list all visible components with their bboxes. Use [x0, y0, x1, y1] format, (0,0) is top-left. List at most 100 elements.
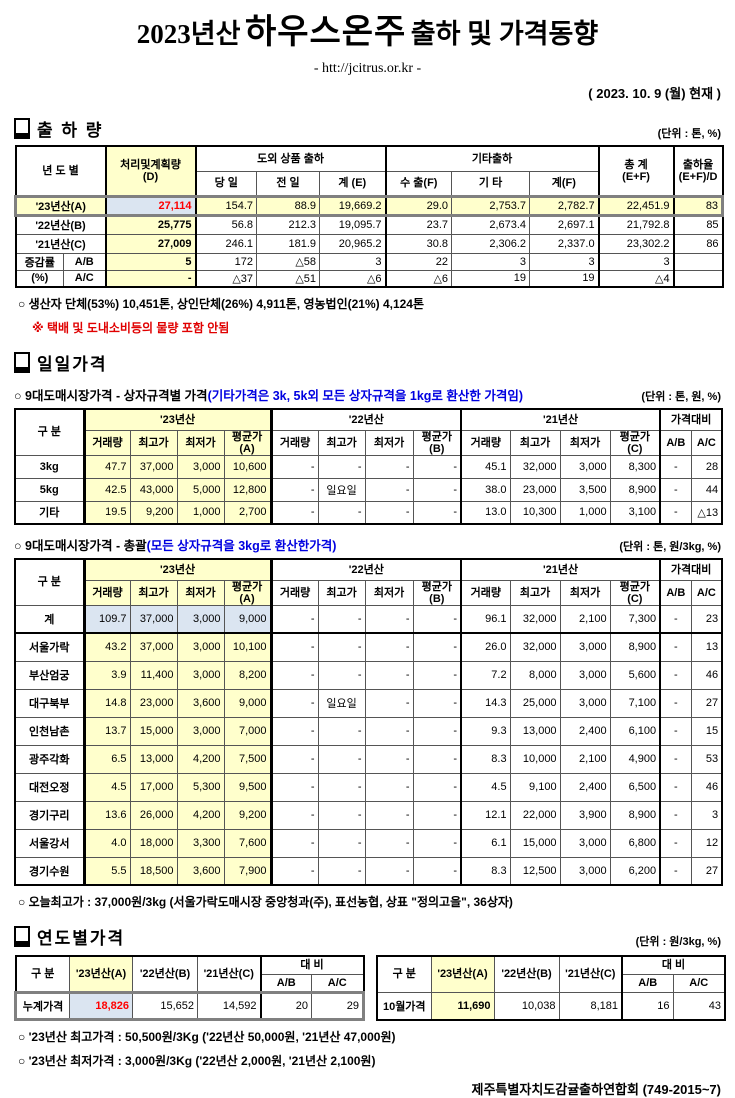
- table-row: 계 109.7 37,000 3,000 9,000- - - -96.1 32,000 2,10…: [14, 604, 723, 634]
- yearly-tables: 구 분 '23년산(A) '22년산(B) '21년산(C) 대 비 A/B A…: [14, 949, 727, 1021]
- data-cell: -: [659, 716, 692, 746]
- data-cell: 3,000: [559, 688, 611, 718]
- data-cell: 19: [451, 269, 531, 288]
- shipment-section-title: 출 하 량: [14, 116, 103, 141]
- col-header-volume: 거래량: [460, 579, 511, 606]
- row-label: 서울가락: [14, 632, 85, 662]
- data-cell: -: [270, 604, 319, 634]
- data-cell: 10,038: [493, 991, 560, 1020]
- data-cell: -: [412, 660, 462, 690]
- table-row: 인천남촌 13.7 15,000 3,000 7,000- - - -9.3 13,000 2,4…: [14, 716, 723, 746]
- data-cell: -: [659, 828, 692, 858]
- col-header-etc: 기 타: [451, 170, 531, 197]
- data-cell: 14.8: [82, 688, 131, 718]
- col-header-ac: A/C: [690, 579, 723, 606]
- data-cell: 11,400: [129, 660, 178, 690]
- col-group-ratio: 가격대비: [659, 408, 723, 431]
- col-header-volume: 거래량: [82, 429, 131, 456]
- by-size-caption-line: ○ 9대도매시장가격 - 상자규격별 가격(기타가격은 3k, 5k외 모든 상…: [14, 385, 721, 404]
- col-group-ratio: 대 비: [621, 955, 726, 975]
- overall-caption-line: ○ 9대도매시장가격 - 총괄(모든 상자규격을 3kg로 환산한가격) (단위…: [14, 535, 721, 554]
- col-header-rate: 출하율 (E+F)/D: [672, 145, 724, 197]
- col-header-high: 최고가: [129, 429, 178, 456]
- title-suffix: 출하 및 가격동향: [410, 19, 599, 49]
- data-cell: 2,400: [559, 772, 611, 802]
- data-cell: 3: [529, 252, 600, 271]
- table-row: '22년산(B) 25,775 56.8 212.3 19,095.7 23.7 2,673…: [14, 214, 724, 235]
- data-cell: 7.2: [460, 660, 511, 690]
- data-cell: -: [659, 454, 692, 479]
- row-label: (%): [15, 269, 64, 288]
- col-header-low: 최저가: [176, 579, 225, 606]
- data-cell: 2,100: [559, 744, 611, 774]
- exclusion-note: ※ 택배 및 도내소비등의 물량 포함 안됨: [32, 321, 230, 335]
- data-cell: 4,900: [609, 744, 661, 774]
- yearly-cumulative-rows: 누계가격 18,826 15,652 14,592 20 29: [14, 990, 366, 1021]
- row-label: 인천남촌: [14, 716, 85, 746]
- row-label: 대전오정: [14, 772, 85, 802]
- col-header-category: 구 분: [15, 955, 70, 993]
- data-cell: 86: [672, 233, 724, 254]
- table-row: 서울강서 4.0 18,000 3,300 7,600- - - -6.1 15,000 3,00…: [14, 828, 723, 858]
- col-group-other: 기타출하: [384, 145, 600, 172]
- price-overall-table: 구 분 '23년산 '22년산 '21년산 가격대비 거래량 최고가 최저가 평…: [14, 558, 724, 886]
- data-cell: -: [364, 688, 414, 718]
- data-cell: 9.3: [460, 716, 511, 746]
- data-cell: 5: [104, 252, 197, 271]
- data-cell: 6.1: [460, 828, 511, 858]
- data-cell: 26.0: [460, 632, 511, 662]
- data-cell: 3,000: [559, 856, 611, 886]
- data-cell: -: [270, 632, 319, 662]
- col-header-volume: 거래량: [270, 429, 319, 456]
- data-cell: -: [364, 477, 414, 502]
- data-cell: -: [659, 688, 692, 718]
- by-size-unit-label: (단위 : 톤, 원, %): [641, 391, 721, 403]
- data-cell: 9,500: [223, 772, 273, 802]
- data-cell: △6: [384, 269, 453, 288]
- table-row: 기타 19.5 9,200 1,000 2,700- - - -13.0 10,300 1,000…: [14, 500, 723, 525]
- col-header-ac: A/C: [310, 973, 365, 993]
- yearly-price-section-header: 연도별가격 (단위 : 원/3kg, %): [14, 924, 721, 949]
- col-group-y22: '22년산: [270, 408, 462, 431]
- data-cell: 5,300: [176, 772, 225, 802]
- data-cell: -: [270, 744, 319, 774]
- data-cell: 32,000: [509, 632, 561, 662]
- data-cell: 83: [672, 194, 725, 217]
- data-cell: 37,000: [129, 454, 178, 479]
- data-cell: 47.7: [82, 454, 131, 479]
- data-cell: 2,673.4: [451, 214, 531, 235]
- col-group-y21: '21년산: [460, 408, 661, 431]
- data-cell: 1,000: [559, 500, 611, 525]
- data-cell: 19.5: [82, 500, 131, 525]
- data-cell: 18,000: [129, 828, 178, 858]
- data-cell: 37,000: [129, 632, 178, 662]
- data-cell: 10,300: [509, 500, 561, 525]
- table-row: '21년산(C) 27,009 246.1 181.9 20,965.2 30.8 2,30…: [14, 233, 724, 254]
- data-cell: -: [659, 604, 692, 634]
- data-cell: 46: [690, 660, 723, 690]
- row-label: 누계가격: [14, 990, 70, 1021]
- col-header-volume: 거래량: [460, 429, 511, 456]
- row-label: 서울강서: [14, 828, 85, 858]
- data-cell: 2,337.0: [529, 233, 600, 254]
- data-cell: 15: [690, 716, 723, 746]
- data-cell: 30.8: [384, 233, 453, 254]
- data-cell: 46: [690, 772, 723, 802]
- data-cell: 29: [310, 990, 366, 1021]
- data-cell: 3,600: [176, 856, 225, 886]
- data-cell: 3,000: [559, 660, 611, 690]
- row-label: '23년산(A): [13, 194, 107, 217]
- table-row: 3kg 47.7 37,000 3,000 10,600- - - -45.1 32,000 3,…: [14, 454, 723, 479]
- data-cell: -: [270, 688, 319, 718]
- data-cell: -: [412, 688, 462, 718]
- data-cell: 56.8: [194, 214, 258, 235]
- table-row: 증감률 A/B 5 172 △58 3 22 3 3 3: [15, 252, 724, 271]
- data-cell: △6: [319, 269, 387, 288]
- data-cell: 43.2: [82, 632, 131, 662]
- data-cell: 3,000: [176, 660, 225, 690]
- data-cell: 3: [451, 252, 531, 271]
- data-cell: 23: [690, 604, 723, 634]
- data-cell: -: [364, 500, 414, 525]
- data-cell: -: [270, 660, 319, 690]
- col-header-avg-b: 평균가(B): [412, 429, 462, 456]
